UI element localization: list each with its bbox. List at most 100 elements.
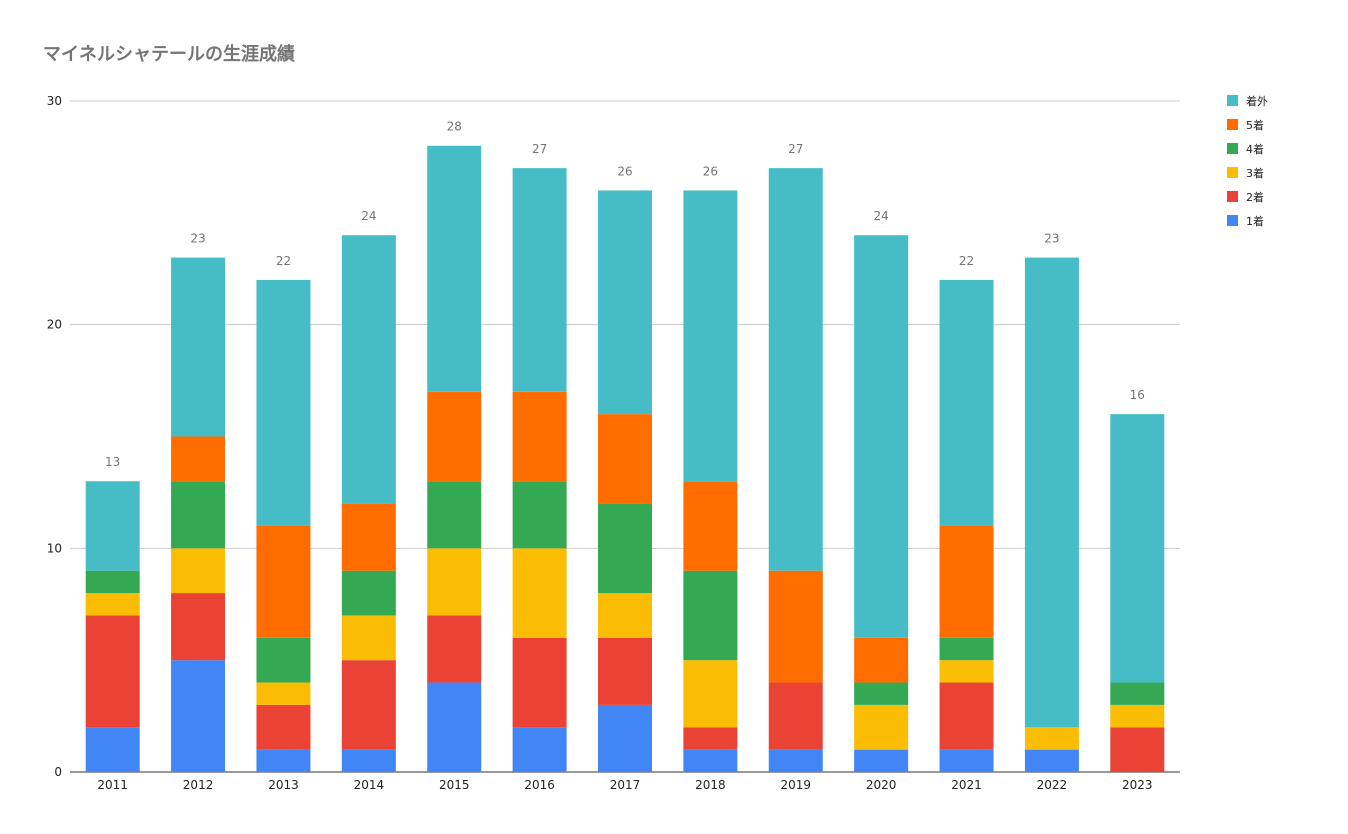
bar-2013-1着 [256,749,311,772]
bar-2019-2着 [768,682,823,750]
legend-swatch-2着 [1227,191,1238,202]
bar-2022-1着 [1024,749,1079,772]
legend-swatch-4着 [1227,143,1238,154]
bar-2013-3着 [256,682,311,705]
y-tick-label: 10 [47,541,62,555]
bar-2016-2着 [512,637,567,728]
bar-2019-着外 [768,168,823,571]
bar-2011-着外 [85,481,140,571]
bar-2019-1着 [768,749,823,772]
bar-2018-1着 [683,749,738,772]
bar-2023-着外 [1110,414,1165,683]
bar-2017-4着 [598,503,652,594]
bar-2013-2着 [256,704,311,750]
bar-2021-1着 [939,749,994,772]
chart-title: マイネルシャテールの生涯成績 [43,44,295,65]
y-tick-label: 0 [54,765,62,779]
bar-2017-2着 [598,637,652,705]
bar-2012-4着 [171,481,226,549]
bar-2018-5着 [683,481,738,571]
bar-2018-2着 [683,727,738,750]
legend-label: 4着 [1246,142,1264,156]
bar-total-label: 26 [703,164,718,178]
bar-total-label: 13 [105,455,120,469]
bar-total-label: 26 [617,164,632,178]
bar-2014-5着 [341,503,396,571]
bar-2016-着外 [512,168,567,392]
bar-2014-4着 [341,570,396,616]
bar-2012-3着 [171,548,226,594]
x-tick-label: 2023 [1122,778,1153,792]
bar-2016-1着 [512,727,567,772]
x-tick-label: 2016 [524,778,555,792]
x-tick-label: 2017 [610,778,641,792]
bar-2021-4着 [939,637,994,661]
bar-2018-4着 [683,570,738,661]
bar-total-label: 27 [788,142,803,156]
bar-2020-3着 [854,704,909,750]
y-tick-label: 30 [47,94,62,108]
legend-label: 2着 [1246,190,1264,204]
bar-2016-5着 [512,391,567,482]
x-tick-label: 2014 [354,778,385,792]
bar-2012-着外 [171,257,226,437]
bar-2013-着外 [256,279,311,526]
bar-2014-2着 [341,660,396,750]
bar-2023-4着 [1110,682,1165,705]
bar-total-label: 24 [874,209,889,223]
legend-swatch-着外 [1227,95,1238,106]
bar-2022-着外 [1024,257,1079,728]
bar-2014-着外 [341,235,396,504]
bar-2014-3着 [341,615,396,661]
bar-total-label: 22 [959,254,974,268]
legend-label: 5着 [1246,118,1264,132]
bar-2017-1着 [598,704,652,772]
bar-total-label: 24 [361,209,376,223]
bar-2015-1着 [427,682,482,772]
bar-2021-3着 [939,660,994,683]
bar-2015-4着 [427,481,482,549]
bar-total-label: 23 [1044,232,1059,246]
bar-2011-2着 [85,615,140,728]
x-tick-label: 2015 [439,778,470,792]
bar-2017-着外 [598,190,652,415]
bar-2015-5着 [427,391,482,482]
bar-2021-5着 [939,525,994,638]
bar-2019-5着 [768,570,823,683]
bar-2013-4着 [256,637,311,683]
y-tick-label: 20 [47,318,62,332]
x-tick-label: 2019 [780,778,811,792]
bar-2021-2着 [939,682,994,750]
bar-2011-4着 [85,570,140,594]
bar-2023-3着 [1110,704,1165,728]
bar-total-label: 22 [276,254,291,268]
legend-label: 1着 [1246,214,1264,228]
bar-2018-3着 [683,660,738,728]
legend-label: 着外 [1246,94,1268,108]
bar-2021-着外 [939,279,994,526]
bar-2018-着外 [683,190,738,482]
bar-2012-1着 [171,660,226,772]
x-tick-label: 2018 [695,778,726,792]
bar-2016-3着 [512,548,567,638]
bar-2013-5着 [256,525,311,638]
legend-label: 3着 [1246,166,1264,180]
bar-total-label: 28 [447,120,462,134]
bar-2012-2着 [171,593,226,661]
bar-2011-1着 [85,727,140,772]
x-tick-label: 2022 [1037,778,1068,792]
bar-2020-着外 [854,235,909,638]
bar-2015-3着 [427,548,482,616]
bar-total-label: 27 [532,142,547,156]
bar-2017-5着 [598,414,652,504]
legend-swatch-5着 [1227,119,1238,130]
bar-2016-4着 [512,481,567,549]
bar-2011-3着 [85,593,140,616]
bar-2020-4着 [854,682,909,705]
bar-2014-1着 [341,749,396,772]
bar-total-label: 16 [1130,388,1145,402]
bar-2020-5着 [854,637,909,683]
bar-2022-3着 [1024,727,1079,750]
x-tick-label: 2020 [866,778,897,792]
